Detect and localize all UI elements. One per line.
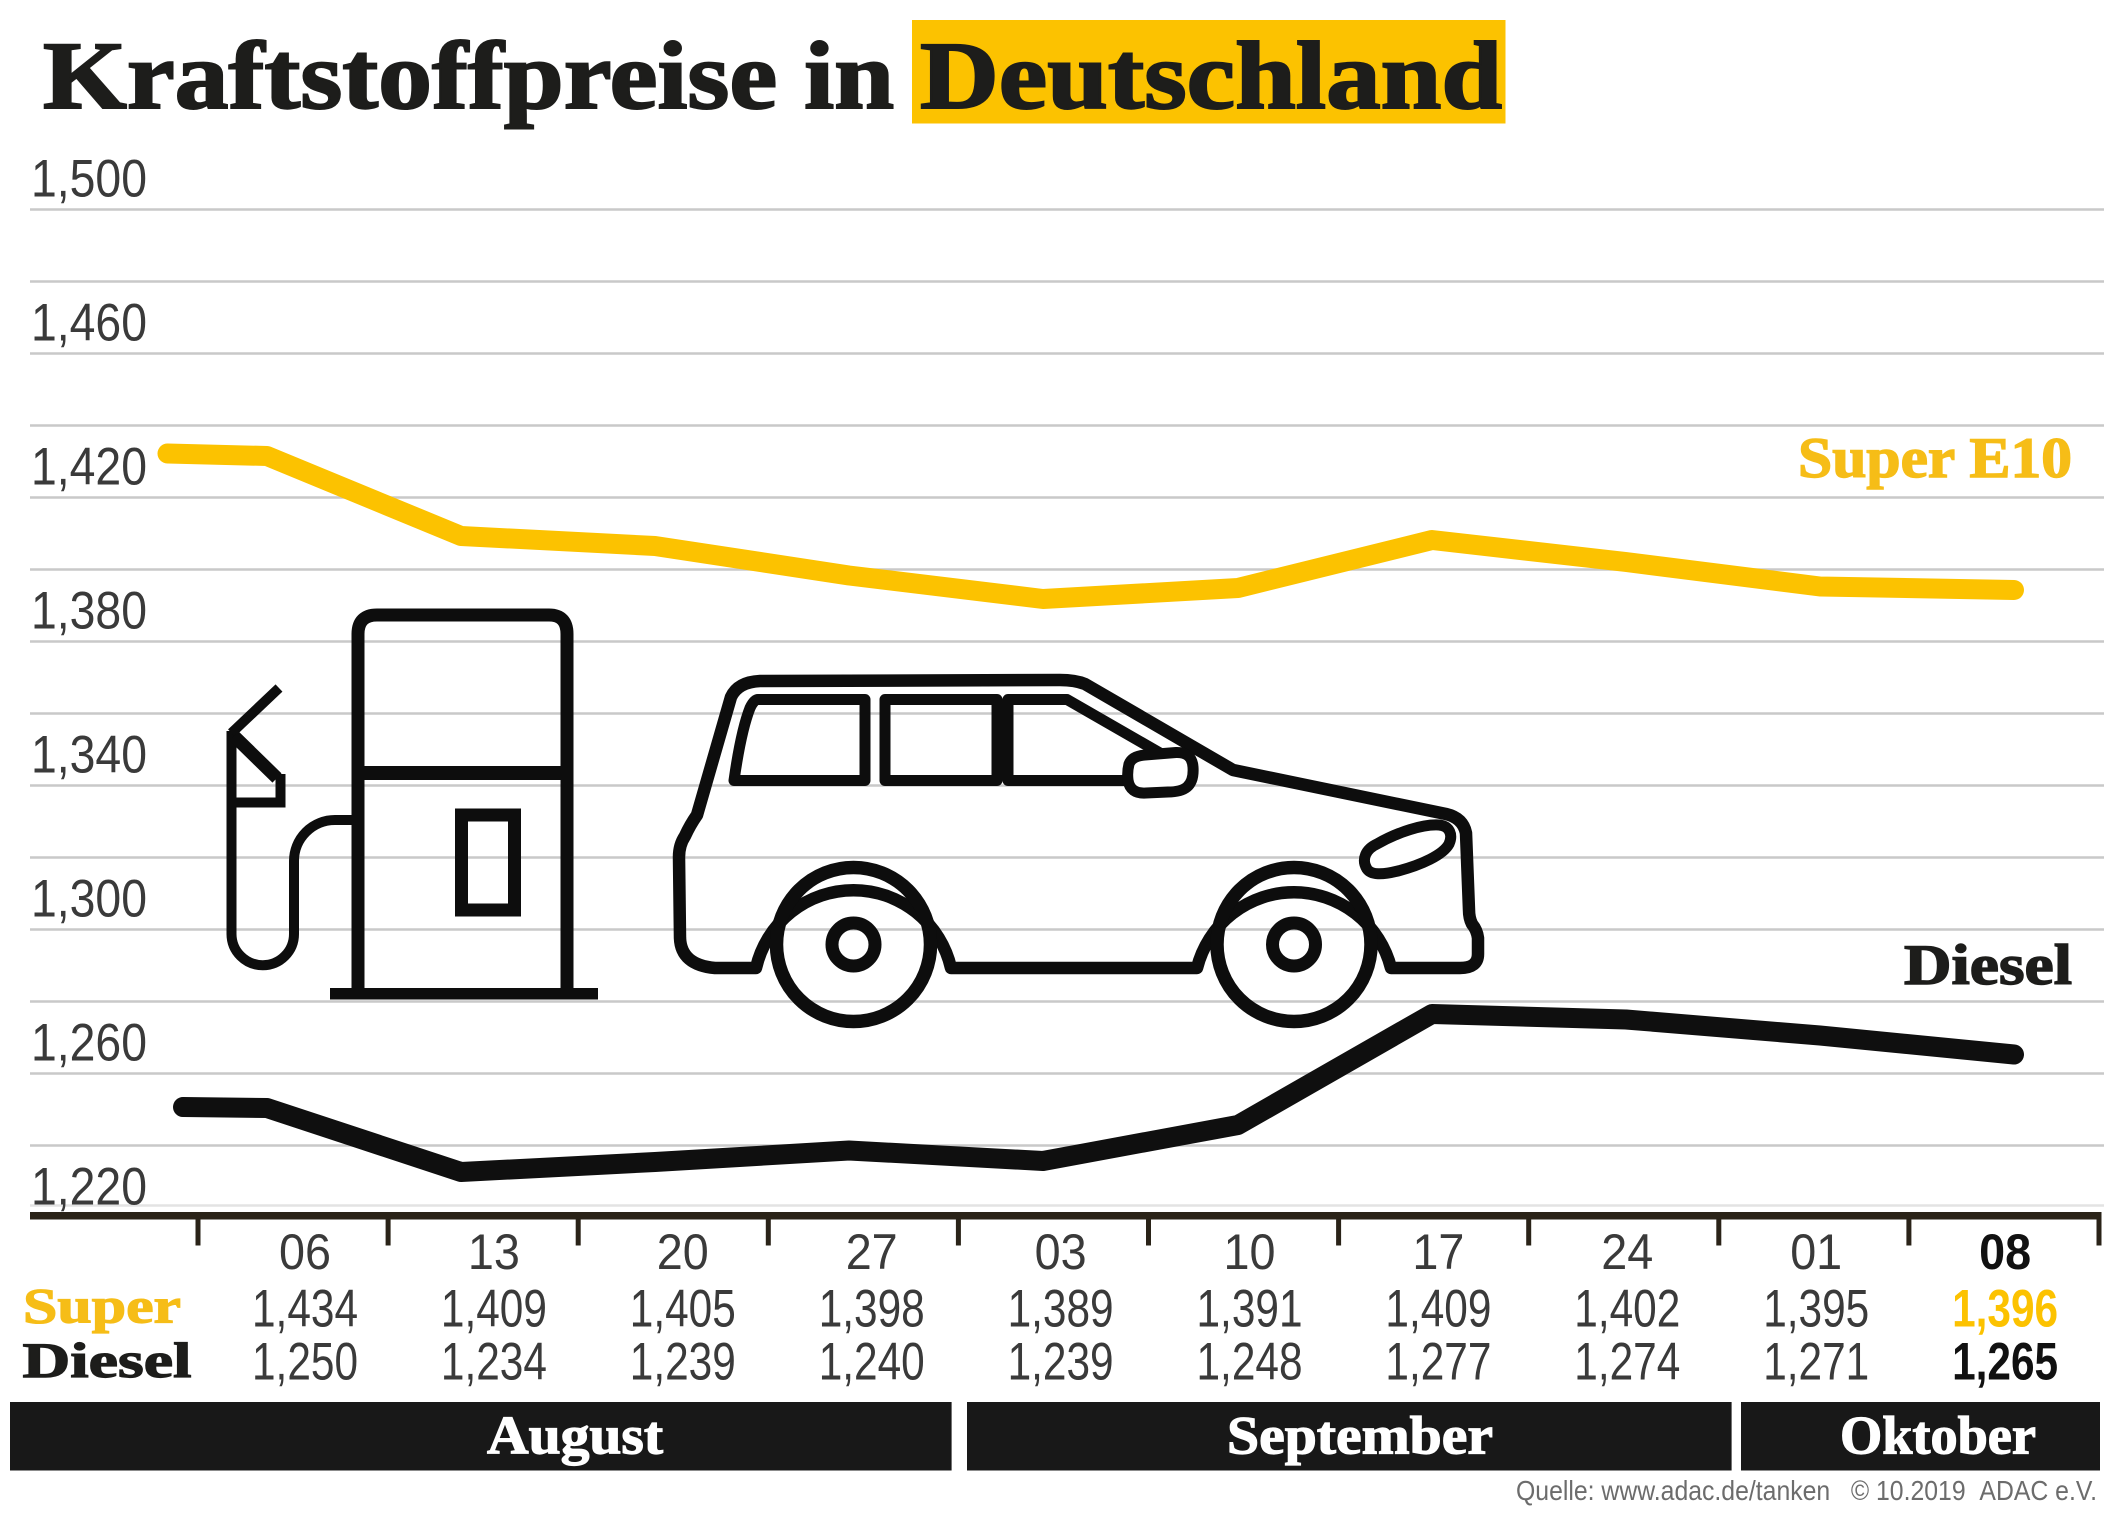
svg-text:1,271: 1,271: [1763, 1333, 1869, 1392]
svg-text:Quelle: www.adac.de/tanken ©: Quelle: www.adac.de/tanken © 10.2019 ADA…: [1516, 1475, 2097, 1506]
svg-text:1,248: 1,248: [1197, 1333, 1303, 1392]
svg-text:17: 17: [1412, 1224, 1464, 1280]
svg-text:1,260: 1,260: [31, 1014, 147, 1073]
svg-text:1,234: 1,234: [441, 1333, 547, 1392]
svg-text:1,274: 1,274: [1574, 1333, 1680, 1392]
svg-text:1,409: 1,409: [441, 1280, 547, 1339]
svg-text:1,380: 1,380: [31, 582, 147, 641]
svg-text:01: 01: [1790, 1224, 1842, 1280]
svg-text:1,300: 1,300: [31, 870, 147, 929]
svg-text:1,389: 1,389: [1008, 1280, 1114, 1339]
svg-text:1,395: 1,395: [1763, 1280, 1869, 1339]
svg-text:08: 08: [1979, 1224, 2031, 1280]
svg-text:03: 03: [1035, 1224, 1087, 1280]
svg-text:27: 27: [846, 1224, 898, 1280]
svg-text:Oktober: Oktober: [1840, 1406, 2036, 1466]
svg-text:24: 24: [1601, 1224, 1653, 1280]
svg-text:06: 06: [279, 1224, 331, 1280]
svg-text:1,391: 1,391: [1197, 1280, 1303, 1339]
svg-text:1,250: 1,250: [252, 1333, 358, 1392]
svg-text:Diesel: Diesel: [23, 1332, 192, 1388]
svg-text:13: 13: [468, 1224, 520, 1280]
svg-text:1,402: 1,402: [1574, 1280, 1680, 1339]
svg-text:10: 10: [1224, 1224, 1276, 1280]
svg-text:1,460: 1,460: [31, 294, 147, 353]
svg-text:1,500: 1,500: [31, 150, 147, 209]
svg-text:Super: Super: [23, 1278, 181, 1334]
svg-text:Kraftstoffpreise in: Kraftstoffpreise in: [43, 22, 894, 129]
svg-text:1,239: 1,239: [630, 1333, 736, 1392]
svg-text:August: August: [487, 1406, 663, 1466]
svg-text:September: September: [1227, 1406, 1493, 1466]
svg-text:1,277: 1,277: [1385, 1333, 1491, 1392]
svg-text:1,396: 1,396: [1952, 1280, 2058, 1339]
svg-text:1,420: 1,420: [31, 438, 147, 497]
svg-text:1,398: 1,398: [819, 1280, 925, 1339]
svg-text:1,265: 1,265: [1952, 1333, 2058, 1392]
svg-text:1,405: 1,405: [630, 1280, 736, 1339]
svg-text:Deutschland: Deutschland: [920, 22, 1502, 129]
svg-text:1,220: 1,220: [31, 1158, 147, 1217]
svg-text:1,239: 1,239: [1008, 1333, 1114, 1392]
svg-text:Super E10: Super E10: [1798, 427, 2072, 490]
svg-text:1,340: 1,340: [31, 726, 147, 785]
svg-text:1,434: 1,434: [252, 1280, 358, 1339]
svg-text:1,409: 1,409: [1385, 1280, 1491, 1339]
svg-text:20: 20: [657, 1224, 709, 1280]
svg-text:1,240: 1,240: [819, 1333, 925, 1392]
svg-text:Diesel: Diesel: [1904, 934, 2072, 997]
